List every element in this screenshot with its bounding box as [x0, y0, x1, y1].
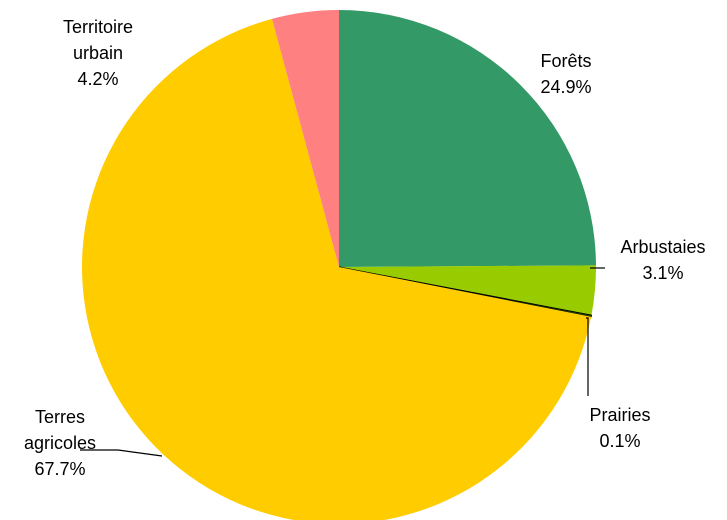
value-label: 67.7%	[34, 459, 86, 479]
category-label: Forêts	[540, 51, 592, 71]
category-label: Territoire urbain	[62, 17, 133, 63]
pie-slice	[339, 10, 596, 267]
leader-line	[586, 317, 589, 396]
slice-label: Prairies 0.1%	[560, 402, 680, 454]
pie-slice	[338, 266, 593, 318]
value-label: 4.2%	[77, 69, 119, 89]
category-label: Prairies	[589, 405, 651, 425]
category-label: Terres agricoles	[23, 407, 97, 453]
slice-label: Forêts 24.9%	[506, 48, 626, 100]
value-label: 24.9%	[540, 77, 592, 97]
leader-line	[80, 449, 163, 457]
pie-slice	[271, 10, 339, 267]
slice-label: Arbustaies 3.1%	[603, 234, 723, 286]
slice-label: Terres agricoles 67.7%	[12, 404, 108, 482]
pie-slice	[339, 265, 596, 316]
pie-slice	[82, 18, 592, 520]
value-label: 3.1%	[642, 263, 684, 283]
slice-label: Territoire urbain 4.2%	[48, 14, 148, 92]
category-label: Arbustaies	[620, 237, 706, 257]
value-label: 0.1%	[599, 431, 641, 451]
